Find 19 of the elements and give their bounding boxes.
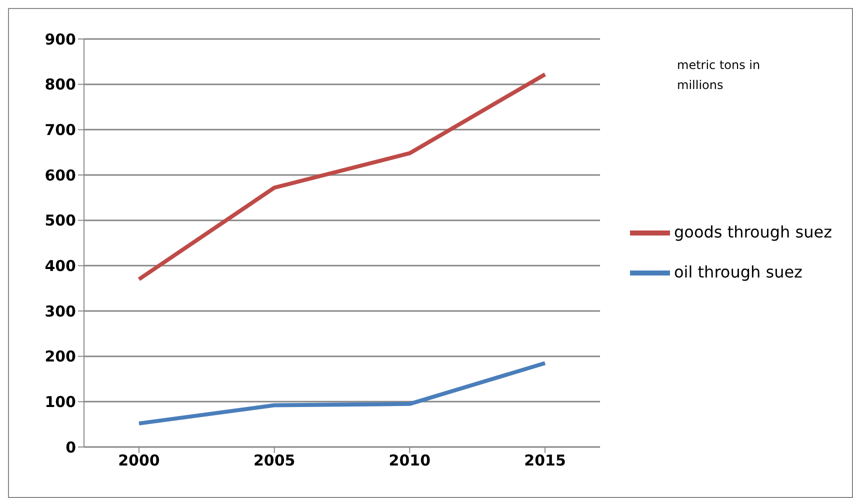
y-tick-label: 500	[44, 212, 76, 230]
x-tick-label: 2005	[253, 452, 296, 470]
y-tick-label: 900	[44, 30, 76, 48]
line-series	[137, 72, 548, 282]
x-tick-label: 2010	[388, 452, 431, 470]
y-tick-label: 0	[66, 438, 76, 456]
y-tick-label: 400	[44, 256, 76, 275]
x-tick-label: 2000	[118, 452, 160, 470]
y-tick-label: 200	[44, 348, 76, 366]
line-series	[137, 361, 548, 426]
text: metric tons in millions	[677, 57, 762, 94]
y-tick-label: 600	[44, 166, 76, 184]
y-tick-label: 300	[44, 302, 76, 320]
y-tick-label: 100	[44, 392, 76, 411]
y-tick-label: 800	[44, 76, 76, 94]
legend-label: oil through suez	[674, 262, 802, 282]
x-tick-label: 2015	[524, 452, 566, 470]
legend-label: goods through suez	[674, 222, 832, 242]
y-tick-label: 700	[44, 120, 76, 139]
